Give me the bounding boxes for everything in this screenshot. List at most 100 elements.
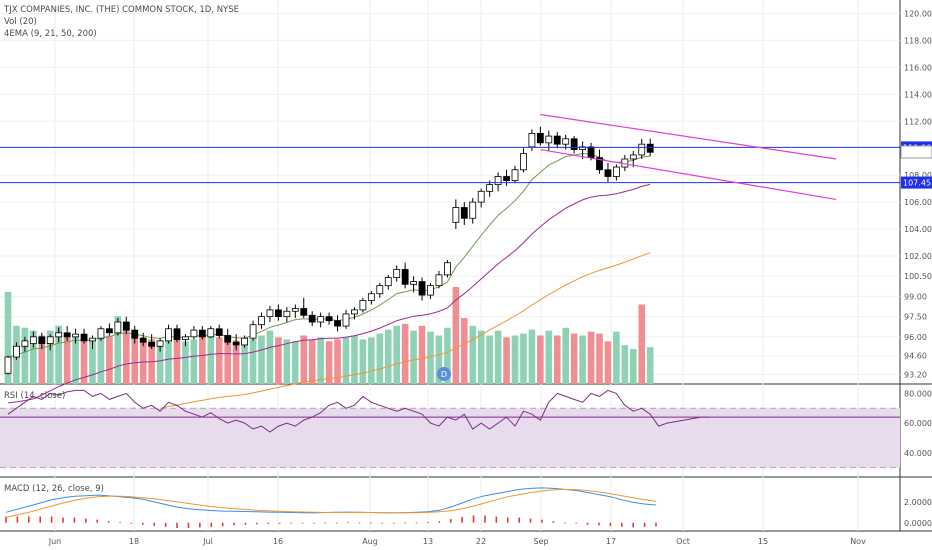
volume-bar: [224, 335, 231, 384]
x-tick-label: 18: [129, 537, 139, 546]
y-tick-label: 102.00: [904, 252, 932, 261]
candle-body: [13, 345, 20, 358]
candle-body: [72, 333, 79, 338]
ema-21-line: [7, 183, 651, 404]
macd-histogram-bar: [96, 519, 99, 523]
y-tick-label: 108.00: [904, 171, 932, 180]
volume-bar: [613, 331, 620, 384]
candle-body: [283, 310, 291, 318]
macd-histogram-bar: [472, 515, 475, 523]
volume-bar: [114, 316, 122, 384]
candle-body: [55, 332, 63, 338]
candle-body: [308, 314, 316, 323]
macd-histogram-bar: [313, 522, 315, 524]
candle-body: [469, 201, 477, 219]
volume-bar: [545, 330, 553, 384]
candle-body: [291, 308, 299, 312]
candle-body: [139, 337, 147, 343]
volume-bar: [215, 337, 223, 384]
volume-bar: [139, 337, 147, 384]
candle-body: [173, 328, 181, 340]
volume-bar: [368, 337, 375, 384]
candle-body: [317, 316, 325, 323]
candle-body: [393, 269, 401, 278]
candle-body: [182, 336, 189, 340]
y-tick-label: 112.00: [904, 117, 932, 126]
candle-body: [528, 132, 536, 148]
macd-tick-label: 0.0000: [904, 519, 932, 528]
candle-body: [165, 328, 172, 342]
rsi-tick-label: 80.0000: [904, 389, 932, 398]
volume-bar: [199, 335, 206, 384]
macd-histogram-bar: [142, 522, 144, 525]
candle-body: [376, 285, 384, 295]
macd-histogram-bar: [85, 518, 87, 523]
x-tick-label: 17: [606, 537, 616, 546]
volume-bar: [427, 331, 434, 384]
macd-histogram-bar: [335, 522, 338, 524]
volume-bar: [401, 323, 409, 384]
ema-legend: 4EMA (9, 21, 50, 200): [4, 29, 97, 39]
macd-histogram-bar: [244, 522, 247, 525]
macd-histogram-bar: [370, 522, 372, 524]
volume-bar: [435, 335, 443, 384]
macd-histogram-bar: [210, 522, 213, 527]
candle-body: [114, 321, 122, 334]
candle-body: [613, 166, 620, 177]
macd-histogram-bar: [449, 519, 452, 523]
candle-body: [579, 146, 586, 150]
candle-body: [241, 337, 249, 346]
y-tick-label: 96.00: [904, 333, 927, 342]
volume-legend: Vol (20): [4, 17, 37, 27]
macd-histogram-bar: [62, 517, 64, 523]
macd-histogram-bar: [347, 522, 349, 524]
macd-histogram-bar: [187, 522, 190, 528]
macd-histogram-bar: [233, 522, 235, 526]
macd-histogram-bar: [381, 522, 384, 524]
candle-body: [80, 333, 88, 342]
volume-bar: [232, 340, 240, 384]
volume-bar: [207, 333, 215, 384]
y-tick-label: 120.00: [904, 9, 932, 18]
y-tick-label: 114.00: [904, 90, 932, 99]
signal-line: [5, 488, 657, 518]
volume-bar: [300, 335, 308, 384]
volume-bar: [579, 335, 586, 384]
candle-body: [89, 337, 96, 342]
candle-body: [401, 269, 409, 285]
macd-histogram-bar: [609, 522, 612, 526]
x-tick-label: 16: [273, 537, 283, 546]
macd-histogram-bar: [301, 522, 304, 524]
macd-histogram-bar: [461, 517, 463, 523]
candle-body: [477, 190, 485, 203]
macd-histogram-bar: [164, 522, 167, 527]
volume-bar: [4, 291, 12, 384]
volume-bar: [156, 340, 164, 384]
volume-bar: [570, 333, 578, 384]
candle-body: [156, 340, 164, 347]
macd-histogram-bar: [176, 522, 178, 528]
macd-histogram-bar: [563, 522, 566, 524]
volume-bar: [173, 337, 181, 384]
volume-bar: [46, 330, 54, 384]
candle-body: [553, 135, 561, 145]
volume-bar: [80, 337, 88, 384]
x-tick-label: 15: [758, 537, 768, 546]
candle-body: [418, 281, 426, 296]
macd-pane: [5, 487, 657, 528]
volume-bar: [275, 337, 282, 384]
volume-bar: [249, 339, 257, 384]
volume-bar: [384, 329, 392, 384]
macd-histogram-bar: [541, 519, 543, 523]
volume-bar: [266, 330, 274, 384]
candle-body: [596, 157, 603, 171]
channel-upper-line: [540, 113, 837, 160]
volume-bar: [376, 333, 384, 384]
volume-bar: [494, 330, 502, 384]
candle-body: [520, 153, 527, 171]
dividend-marker-icon: [436, 367, 451, 381]
volume-bar: [359, 339, 367, 384]
candle-body: [562, 138, 570, 145]
y-tick-label: 116.00: [904, 63, 932, 72]
